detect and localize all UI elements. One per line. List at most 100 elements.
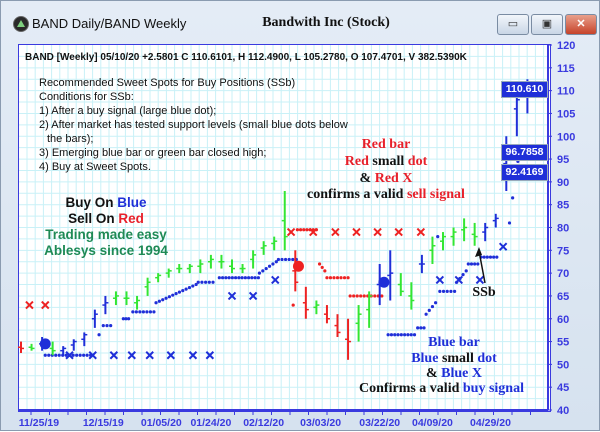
support-dot bbox=[78, 353, 82, 357]
note-line: 1) After a buy signal (large blue dot); bbox=[39, 105, 217, 117]
support-dot bbox=[171, 293, 175, 297]
support-dot bbox=[482, 255, 486, 259]
close-button[interactable]: ✕ bbox=[565, 14, 597, 35]
support-dot bbox=[323, 269, 327, 273]
sell-legend-text: small bbox=[368, 154, 408, 169]
support-dot bbox=[161, 298, 165, 302]
support-dot bbox=[204, 280, 208, 284]
support-dot bbox=[317, 262, 322, 266]
support-dot bbox=[399, 333, 403, 337]
blue-x-marker bbox=[435, 275, 445, 285]
blue-x-marker bbox=[109, 351, 119, 360]
sell-legend-line1: Red bar bbox=[286, 137, 486, 153]
red-x-marker bbox=[331, 227, 340, 237]
support-dot bbox=[85, 353, 89, 357]
support-dot bbox=[196, 280, 200, 284]
slogan-line4: Ablesys since 1994 bbox=[44, 243, 168, 258]
support-dot bbox=[280, 257, 284, 262]
support-dot bbox=[291, 257, 295, 262]
support-dot bbox=[271, 262, 275, 266]
blue-x-marker bbox=[271, 275, 280, 285]
sell-legend-line2: Red small dot bbox=[286, 154, 486, 170]
support-dot bbox=[237, 276, 241, 280]
slogan-line2: Sell On Red bbox=[16, 211, 196, 226]
support-dot bbox=[298, 228, 303, 232]
support-dot bbox=[121, 317, 125, 321]
y-tick-label: 80 bbox=[557, 223, 569, 235]
support-dot bbox=[184, 287, 188, 291]
buy-legend-line2: Blue small dot bbox=[354, 351, 554, 367]
support-dot bbox=[264, 266, 268, 271]
support-dot bbox=[227, 276, 231, 280]
support-dot bbox=[43, 353, 47, 357]
support-dot bbox=[220, 276, 225, 280]
support-dot bbox=[194, 282, 198, 287]
buy-legend-text: Blue bbox=[411, 351, 439, 366]
support-dot bbox=[145, 310, 149, 314]
support-dot bbox=[224, 276, 228, 280]
support-dot bbox=[101, 323, 105, 328]
support-dot bbox=[54, 353, 58, 357]
blue-x-marker bbox=[188, 351, 198, 360]
support-dot bbox=[355, 294, 359, 298]
support-dot bbox=[141, 310, 145, 314]
support-dot bbox=[348, 294, 352, 298]
support-dot bbox=[469, 262, 474, 266]
blue-x-marker bbox=[166, 351, 176, 360]
red-signal-dot bbox=[292, 260, 304, 272]
support-dot bbox=[97, 333, 101, 337]
support-dot bbox=[167, 295, 172, 299]
support-dot bbox=[211, 280, 215, 284]
support-dot bbox=[109, 323, 113, 328]
y-tick-label: 95 bbox=[557, 154, 569, 166]
support-dot bbox=[181, 289, 185, 293]
support-dot bbox=[240, 276, 244, 280]
y-tick-label: 75 bbox=[557, 245, 569, 257]
support-dot bbox=[157, 299, 161, 303]
support-dot bbox=[217, 276, 221, 280]
support-dot bbox=[495, 255, 499, 259]
support-dot bbox=[342, 276, 347, 280]
support-dot bbox=[200, 280, 204, 284]
support-dot bbox=[332, 276, 336, 280]
red-x-marker bbox=[41, 300, 50, 310]
y-tick-label: 110 bbox=[557, 86, 575, 98]
sell-legend-line4: confirms a valid sell signal bbox=[276, 187, 496, 203]
support-dot bbox=[492, 255, 496, 259]
support-dot bbox=[287, 257, 291, 262]
support-price-box: 96.7858 bbox=[501, 144, 548, 161]
sell-legend-text: Red X bbox=[374, 171, 413, 186]
blue-x-marker bbox=[88, 351, 97, 360]
blue-x-marker bbox=[227, 291, 237, 301]
support-dot bbox=[396, 333, 400, 337]
support-dot bbox=[328, 276, 333, 280]
buy-legend-line3: & Blue X bbox=[354, 366, 554, 382]
y-tick-label: 50 bbox=[557, 359, 569, 371]
support-dot bbox=[71, 353, 75, 357]
slogan-text: Red bbox=[118, 211, 144, 226]
y-tick-label: 100 bbox=[557, 131, 575, 143]
support-dot bbox=[320, 265, 324, 270]
y-tick-label: 65 bbox=[557, 291, 569, 303]
support-dot bbox=[438, 289, 442, 293]
support-dot bbox=[507, 221, 512, 225]
note-line: 2) After market has tested support level… bbox=[39, 119, 348, 131]
y-tick-label: 55 bbox=[557, 337, 569, 349]
support-dot bbox=[445, 289, 449, 293]
support-dot bbox=[187, 285, 192, 290]
support-dot bbox=[305, 228, 309, 232]
support-dot bbox=[64, 353, 68, 357]
note-line: 3) Emerging blue bar or green bar closed… bbox=[39, 147, 267, 159]
support-dot bbox=[164, 296, 168, 300]
support-dot bbox=[207, 280, 211, 284]
minimize-button[interactable]: ▭ bbox=[497, 14, 529, 35]
buy-legend-text: Confirms a valid bbox=[359, 381, 463, 396]
support-dot bbox=[380, 294, 384, 298]
y-tick-label: 85 bbox=[557, 200, 569, 212]
note-line: the bars); bbox=[47, 133, 94, 145]
support-dot bbox=[441, 289, 446, 293]
support-dot bbox=[389, 333, 394, 337]
buy-legend-line1: Blue bar bbox=[354, 335, 554, 351]
restore-button[interactable]: ▣ bbox=[531, 14, 563, 35]
